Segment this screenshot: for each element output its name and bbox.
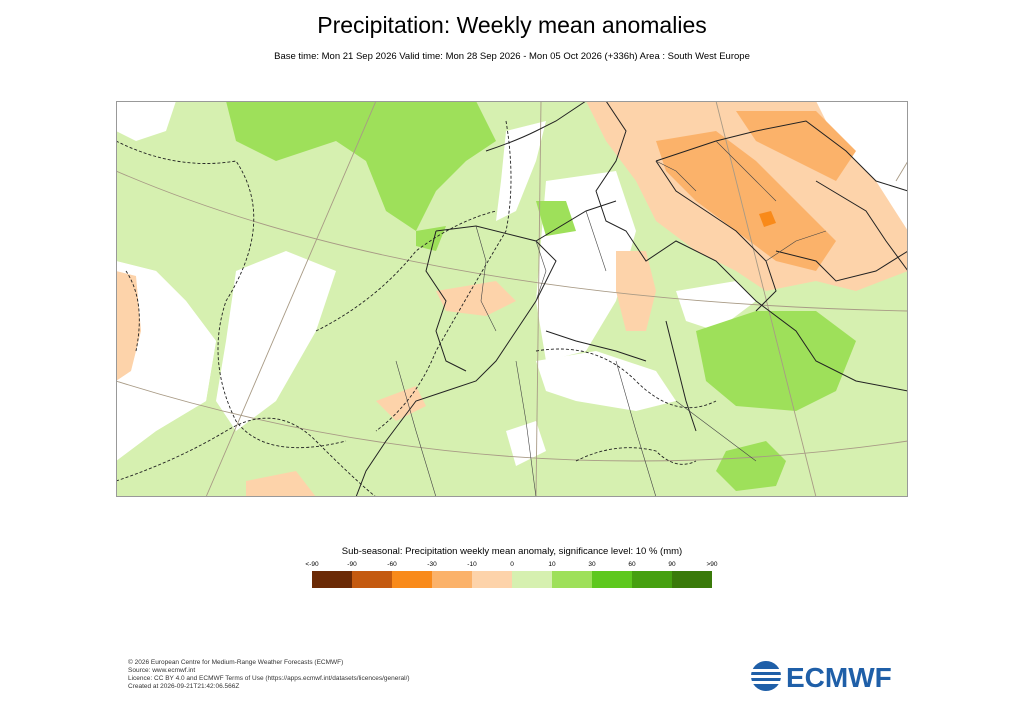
negative-anomaly-area [656,131,836,271]
white-area [536,351,676,411]
legend-color-swatch [432,571,472,588]
white-area [116,101,176,141]
white-area [216,251,336,431]
page-subtitle: Base time: Mon 21 Sep 2026 Valid time: M… [274,51,750,62]
footer-source: Source: www.ecmwf.int [128,667,196,674]
legend-tick-label: 10 [548,561,556,568]
legend-tick-label: 0 [510,561,514,568]
legend-tick-label: 60 [628,561,636,568]
legend-tick-label: 30 [588,561,596,568]
anomaly-map [116,101,908,497]
legend-tick-label: -10 [467,561,477,568]
legend-color-swatch [672,571,712,588]
legend-color-swatch [632,571,672,588]
white-area [506,421,546,466]
strong-negative-anomaly-area [759,211,776,227]
legend-tick-label: -30 [427,561,437,568]
legend-colorbar [312,571,712,588]
legend-tick-label: -60 [387,561,397,568]
legend-title: Sub-seasonal: Precipitation weekly mean … [341,546,683,557]
legend-color-swatch [592,571,632,588]
legend-color-swatch [312,571,352,588]
legend-color-swatch [392,571,432,588]
legend-color-swatch [512,571,552,588]
orange-anomaly-area [436,281,516,316]
green-anomaly-area [696,311,856,411]
white-area [496,121,546,221]
page-title: Precipitation: Weekly mean anomalies [317,12,707,38]
footer-created: Created at 2026-09-21T21:42:06.566Z [128,683,240,690]
green-anomaly-area [226,101,496,231]
orange-anomaly-area [616,251,656,331]
ecmwf-logo-text: ECMWF [786,662,892,692]
country-borders [395,140,827,497]
footer-licence: Licence: CC BY 4.0 and ECMWF Terms of Us… [128,675,410,682]
green-anomaly-area [716,441,786,491]
legend-tick-label: 90 [668,561,676,568]
map-frame [116,101,908,497]
orange-anomaly-area [116,271,141,381]
graticule-lines [116,101,908,497]
ecmwf-logo: ECMWF [750,661,892,692]
legend-ticks: <-90 -90 -60 -30 -10 0 10 30 60 90 >90 [305,561,717,571]
white-area [116,261,216,461]
footer: © 2026 European Centre for Medium-Range … [128,659,410,691]
legend-tick-label: <-90 [305,561,319,568]
legend-tick-label: -90 [347,561,357,568]
legend-color-swatch [552,571,592,588]
white-area [676,281,756,331]
orange-anomaly-area [376,386,426,421]
legend-color-swatch [352,571,392,588]
significance-contours [116,120,717,497]
footer-copyright: © 2026 European Centre for Medium-Range … [128,659,344,666]
legend-color-swatch [472,571,512,588]
green-anomaly-area [416,226,446,251]
orange-anomaly-area [246,471,316,497]
white-area [816,101,908,231]
green-anomaly-area [536,201,576,236]
legend-tick-label: >90 [706,561,718,568]
